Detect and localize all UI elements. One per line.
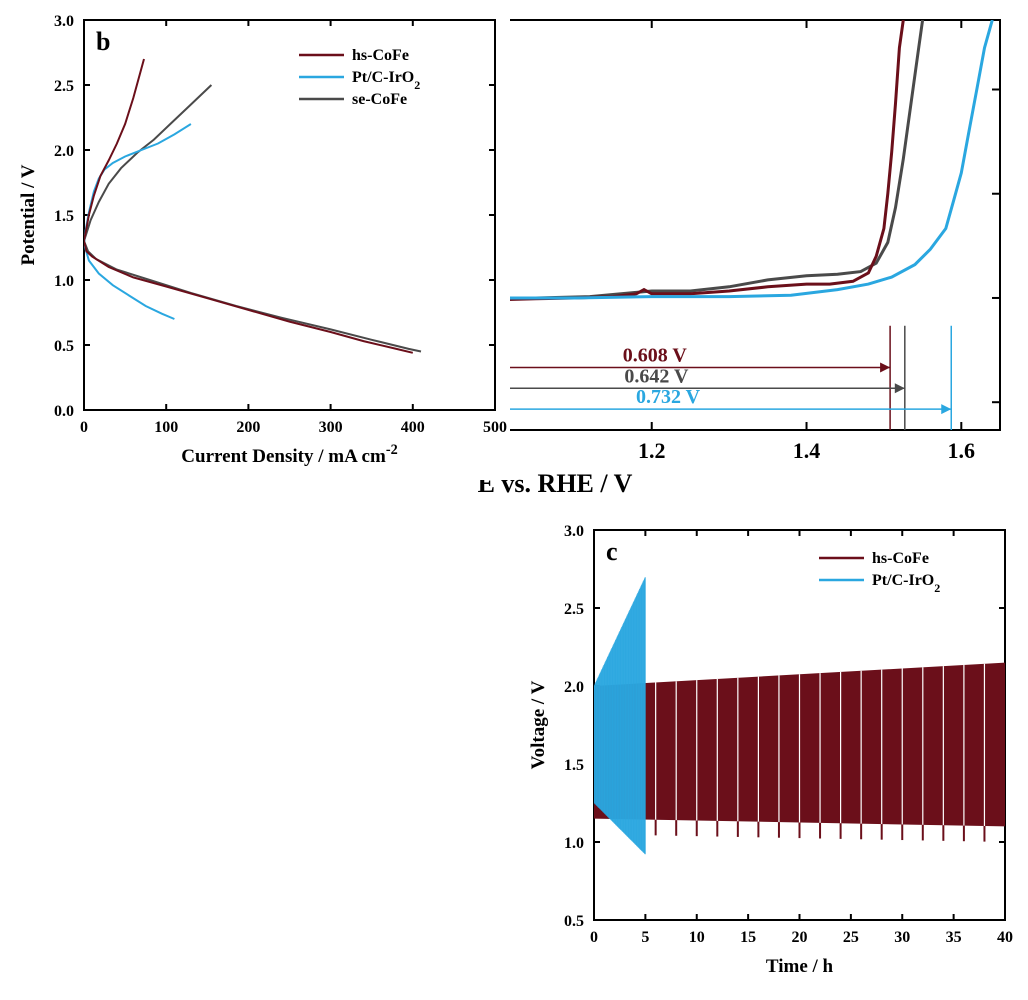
panel-b-xlabel: Current Density / mA cm-2 [181,442,397,467]
svg-text:1.0: 1.0 [564,835,584,852]
svg-text:100: 100 [154,419,178,436]
annot-label: 0.732 V [636,386,701,408]
svg-text:2.0: 2.0 [54,143,74,160]
svg-text:2.5: 2.5 [564,601,584,618]
panel-b-ylabel: Potential / V [18,164,39,265]
panel-c: 0 5 10 15 20 25 30 35 40 0.5 1.0 1.5 2.0 2.5 3.0 Time /… [520,520,1018,990]
svg-text:2.5: 2.5 [54,78,74,95]
svg-text:1.4: 1.4 [793,438,821,463]
figure: 0.60.81.01.21.41.6-7.50.07.515.0E vs. RH… [10,10,1018,990]
svg-text:1.2: 1.2 [638,438,666,463]
panel-b-label: b [96,27,110,56]
legend-item: se-CoFe [352,91,407,108]
panel-c-xlabel: Time / h [766,956,834,977]
svg-text:0.5: 0.5 [564,913,584,930]
svg-text:1.6: 1.6 [948,438,976,463]
legend-item: hs-CoFe [872,550,929,567]
svg-text:40: 40 [997,929,1013,946]
svg-text:0.0: 0.0 [54,403,74,420]
svg-text:1.5: 1.5 [54,208,74,225]
svg-text:25: 25 [843,929,859,946]
svg-text:3.0: 3.0 [54,13,74,30]
svg-text:200: 200 [236,419,260,436]
svg-text:0.5: 0.5 [54,338,74,355]
legend-item: Pt/C-IrO2 [352,69,420,92]
annot-label: 0.642 V [624,365,689,387]
panel-c-label: c [606,537,618,566]
annot-label: 0.608 V [623,344,688,366]
svg-text:300: 300 [319,419,343,436]
svg-text:0: 0 [80,419,88,436]
svg-text:5: 5 [641,929,649,946]
legend-item: Pt/C-IrO2 [872,572,940,595]
panel-c-ylabel: Voltage / V [528,680,549,769]
panel-b: 0 100 200 300 400 500 0.0 0.5 1.0 1.5 2.0 2.5 3.0 Cur… [10,10,510,480]
svg-text:30: 30 [894,929,910,946]
svg-text:15: 15 [740,929,756,946]
svg-text:20: 20 [792,929,808,946]
svg-text:500: 500 [483,419,507,436]
svg-text:3.0: 3.0 [564,523,584,540]
svg-text:400: 400 [401,419,425,436]
svg-text:2.0: 2.0 [564,679,584,696]
legend-item: hs-CoFe [352,47,409,64]
svg-text:10: 10 [689,929,705,946]
svg-text:1.5: 1.5 [564,757,584,774]
svg-text:35: 35 [946,929,962,946]
svg-text:1.0: 1.0 [54,273,74,290]
svg-text:0: 0 [590,929,598,946]
